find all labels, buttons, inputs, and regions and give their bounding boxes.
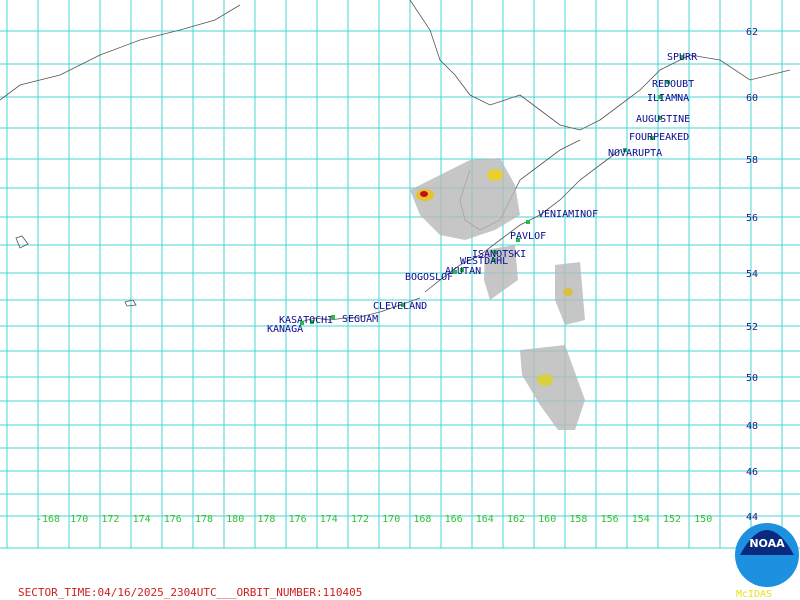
- volcano-label: SEGUAM: [342, 314, 378, 325]
- ash-core: [487, 169, 503, 181]
- longitude-label: 172: [101, 514, 119, 525]
- latitude-label: 62: [746, 27, 758, 38]
- volcano-marker: [526, 220, 530, 224]
- latitude-label: 54: [746, 269, 758, 280]
- volcano-marker: [516, 238, 520, 242]
- longitude-label: 160: [538, 514, 556, 525]
- longitude-label: 178: [257, 514, 275, 525]
- longitude-label: 180: [226, 514, 244, 525]
- ash-core: [420, 191, 428, 197]
- longitude-label: 170: [382, 514, 400, 525]
- footer: SECTOR_TIME:04/16/2025_2304UTC___ORBIT_N…: [18, 586, 362, 599]
- volcano-marker: [623, 148, 627, 152]
- volcano-label: AUGUSTINE: [636, 114, 690, 125]
- graticule: [0, 0, 800, 549]
- volcano-marker: [492, 258, 496, 262]
- latitude-label: 56: [746, 213, 758, 224]
- longitude-label: 154: [632, 514, 650, 525]
- longitude-label: 158: [569, 514, 587, 525]
- volcano-marker: [401, 303, 405, 307]
- latitude-label: 58: [746, 155, 758, 166]
- longitude-label: 166: [445, 514, 463, 525]
- longitude-label: 164: [476, 514, 494, 525]
- longitude-label: 178: [195, 514, 213, 525]
- latitude-label: 60: [746, 93, 758, 104]
- product-label: McIDAS: [736, 589, 772, 600]
- island: [15, 235, 29, 249]
- volcano-label: BOGOSLOF: [405, 272, 453, 283]
- volcano-marker: [680, 55, 684, 59]
- volcano-marker: [453, 270, 457, 274]
- coastline: [409, 0, 791, 131]
- longitude-label: 172: [351, 514, 369, 525]
- volcano-label: KANAGA: [267, 324, 303, 335]
- labels: 62 60 58 56 54 52 50 48 46 44 -168 170 172 174 176 178 1…: [36, 27, 758, 525]
- longitude-label: 156: [601, 514, 619, 525]
- volcano-marker: [460, 268, 464, 272]
- volcano-label: SPURR: [667, 52, 698, 63]
- volcano-label: AKUTAN: [445, 266, 481, 277]
- volcano-label: ISANOTSKI: [472, 249, 526, 260]
- volcano-marker: [300, 321, 304, 325]
- volcano-label: NOVARUPTA: [608, 148, 662, 159]
- longitude-label: 150: [694, 514, 712, 525]
- volcano-marker: [658, 116, 662, 120]
- volcano-marker: [493, 250, 497, 254]
- volcano-marker: [658, 95, 662, 99]
- ash-detection: [410, 158, 585, 430]
- longitude-label: 176: [164, 514, 182, 525]
- volcano-label: VENIAMINOF: [538, 209, 598, 220]
- latitude-label: 52: [746, 322, 758, 333]
- ash-core: [537, 374, 553, 386]
- noaa-logo: NOAA McIDAS: [735, 523, 799, 600]
- longitude-label: 174: [320, 514, 338, 525]
- latitude-label: 48: [746, 421, 758, 432]
- volcano-label: CLEVELAND: [373, 301, 427, 312]
- volcano-marker: [650, 136, 654, 140]
- volcano-label: WESTDAHL: [460, 256, 508, 267]
- volcano-marker: [310, 320, 314, 324]
- volcano-marker: [666, 80, 670, 84]
- island: [124, 299, 137, 307]
- longitude-label: -168: [36, 514, 60, 525]
- logo-top: [740, 530, 794, 555]
- longitude-label: 168: [413, 514, 431, 525]
- volcano-label: FOURPEAKED: [629, 132, 689, 143]
- longitude-label: 152: [663, 514, 681, 525]
- volcano-label: REDOUBT: [652, 79, 694, 90]
- volcano-label: PAVLOF: [510, 231, 546, 242]
- volcano-label: KASATOCHI: [279, 315, 333, 326]
- ash-core: [563, 288, 573, 296]
- longitude-label: 162: [507, 514, 525, 525]
- volcano-marker: [331, 315, 335, 319]
- aleutian-chain: [299, 297, 421, 323]
- logo-text: NOAA: [749, 537, 785, 550]
- ash-cloud: [520, 345, 585, 430]
- longitude-label: 170: [70, 514, 88, 525]
- latitude-label: 44: [746, 512, 758, 523]
- coastline: [0, 4, 241, 101]
- latitude-label: 46: [746, 467, 758, 478]
- volcano-label: ILIAMNA: [647, 93, 689, 104]
- longitude-label: 176: [289, 514, 307, 525]
- longitude-label: 174: [133, 514, 151, 525]
- latitude-label: 50: [746, 373, 758, 384]
